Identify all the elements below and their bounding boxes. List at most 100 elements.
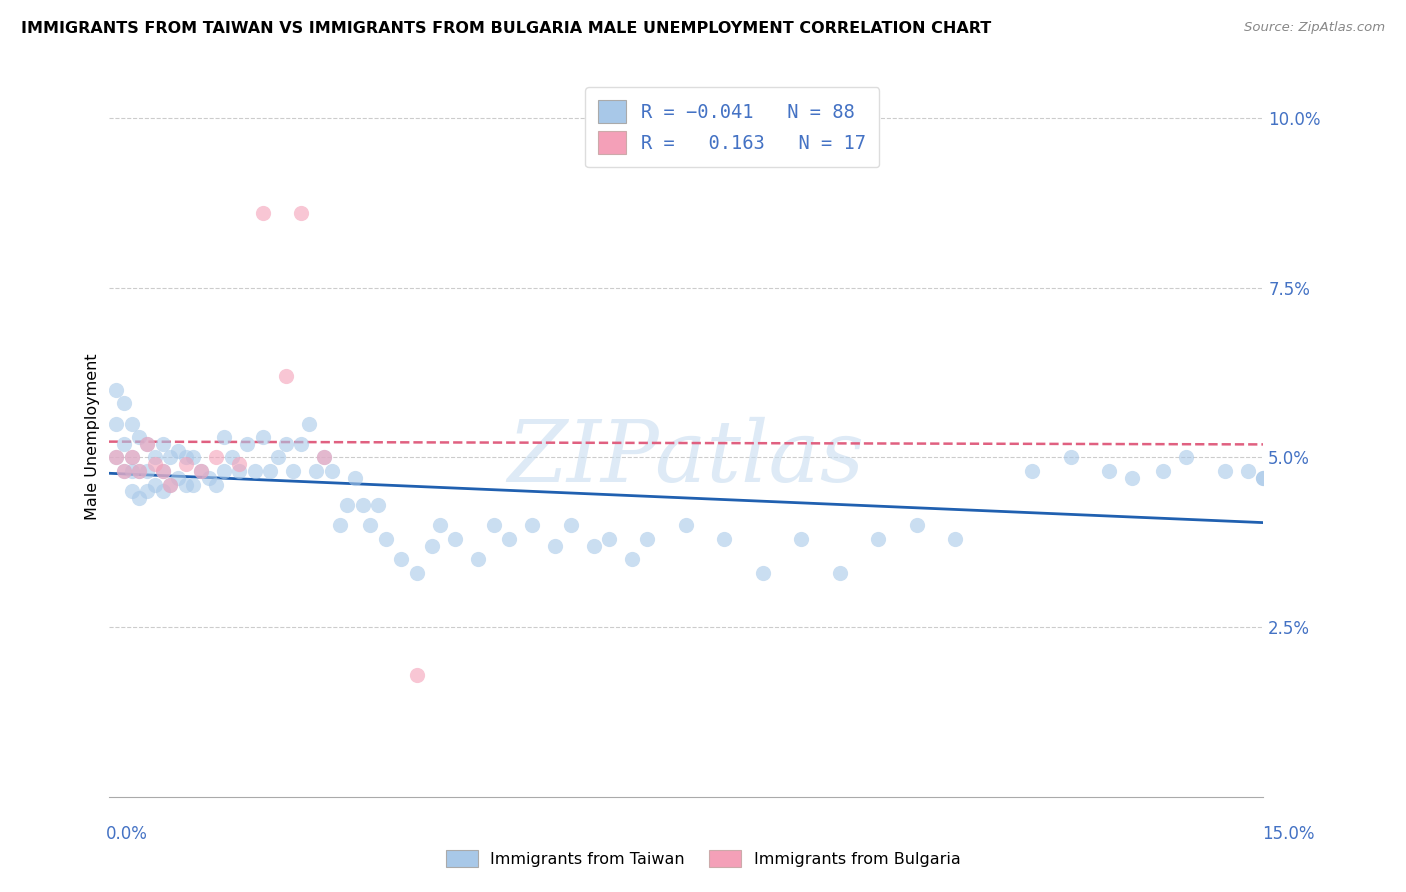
- Point: [1237, 464, 1260, 478]
- Point: [197, 471, 219, 485]
- Point: [359, 518, 381, 533]
- Legend: R = −0.041   N = 88, R =   0.163   N = 17: R = −0.041 N = 88, R = 0.163 N = 17: [585, 87, 879, 168]
- Point: [252, 206, 274, 220]
- Point: [105, 450, 128, 465]
- Point: [482, 518, 505, 533]
- Point: [582, 539, 605, 553]
- Point: [598, 532, 620, 546]
- Point: [112, 437, 135, 451]
- Point: [121, 484, 143, 499]
- Point: [343, 471, 366, 485]
- Text: IMMIGRANTS FROM TAIWAN VS IMMIGRANTS FROM BULGARIA MALE UNEMPLOYMENT CORRELATION: IMMIGRANTS FROM TAIWAN VS IMMIGRANTS FRO…: [21, 21, 991, 36]
- Point: [174, 477, 197, 491]
- Point: [159, 450, 181, 465]
- Point: [136, 484, 159, 499]
- Point: [112, 464, 135, 478]
- Point: [112, 396, 135, 410]
- Point: [174, 450, 197, 465]
- Point: [267, 450, 290, 465]
- Point: [429, 518, 451, 533]
- Point: [236, 437, 259, 451]
- Point: [128, 430, 150, 444]
- Point: [752, 566, 775, 580]
- Point: [221, 450, 243, 465]
- Text: 15.0%: 15.0%: [1263, 825, 1315, 843]
- Point: [1060, 450, 1083, 465]
- Point: [290, 206, 312, 220]
- Point: [314, 450, 336, 465]
- Point: [228, 464, 250, 478]
- Point: [105, 450, 128, 465]
- Point: [828, 566, 851, 580]
- Point: [205, 477, 228, 491]
- Point: [905, 518, 928, 533]
- Point: [121, 417, 143, 431]
- Point: [374, 532, 396, 546]
- Point: [143, 457, 166, 471]
- Point: [252, 430, 274, 444]
- Point: [520, 518, 543, 533]
- Point: [159, 477, 181, 491]
- Point: [290, 437, 312, 451]
- Point: [121, 450, 143, 465]
- Point: [112, 464, 135, 478]
- Point: [159, 477, 181, 491]
- Point: [243, 464, 266, 478]
- Point: [205, 450, 228, 465]
- Point: [190, 464, 212, 478]
- Point: [336, 498, 359, 512]
- Point: [1175, 450, 1198, 465]
- Point: [1152, 464, 1174, 478]
- Point: [136, 464, 159, 478]
- Point: [174, 457, 197, 471]
- Point: [637, 532, 659, 546]
- Point: [1121, 471, 1143, 485]
- Point: [405, 566, 427, 580]
- Point: [675, 518, 697, 533]
- Point: [868, 532, 890, 546]
- Point: [128, 491, 150, 505]
- Text: Source: ZipAtlas.com: Source: ZipAtlas.com: [1244, 21, 1385, 34]
- Point: [121, 464, 143, 478]
- Point: [181, 477, 204, 491]
- Point: [152, 464, 174, 478]
- Point: [274, 369, 297, 384]
- Point: [152, 437, 174, 451]
- Point: [321, 464, 343, 478]
- Point: [143, 477, 166, 491]
- Point: [152, 464, 174, 478]
- Point: [329, 518, 352, 533]
- Point: [181, 450, 204, 465]
- Point: [1213, 464, 1236, 478]
- Point: [314, 450, 336, 465]
- Point: [790, 532, 813, 546]
- Point: [283, 464, 305, 478]
- Point: [105, 417, 128, 431]
- Point: [152, 484, 174, 499]
- Point: [352, 498, 374, 512]
- Point: [1098, 464, 1121, 478]
- Point: [298, 417, 321, 431]
- Point: [212, 464, 235, 478]
- Point: [305, 464, 328, 478]
- Point: [1253, 471, 1275, 485]
- Point: [544, 539, 567, 553]
- Point: [274, 437, 297, 451]
- Point: [212, 430, 235, 444]
- Point: [259, 464, 281, 478]
- Point: [713, 532, 735, 546]
- Y-axis label: Male Unemployment: Male Unemployment: [86, 354, 100, 520]
- Legend: Immigrants from Taiwan, Immigrants from Bulgaria: Immigrants from Taiwan, Immigrants from …: [437, 842, 969, 875]
- Point: [167, 443, 190, 458]
- Point: [190, 464, 212, 478]
- Point: [389, 552, 412, 566]
- Point: [560, 518, 582, 533]
- Point: [367, 498, 389, 512]
- Point: [228, 457, 250, 471]
- Point: [121, 450, 143, 465]
- Point: [444, 532, 467, 546]
- Point: [128, 464, 150, 478]
- Point: [467, 552, 489, 566]
- Point: [136, 437, 159, 451]
- Point: [498, 532, 520, 546]
